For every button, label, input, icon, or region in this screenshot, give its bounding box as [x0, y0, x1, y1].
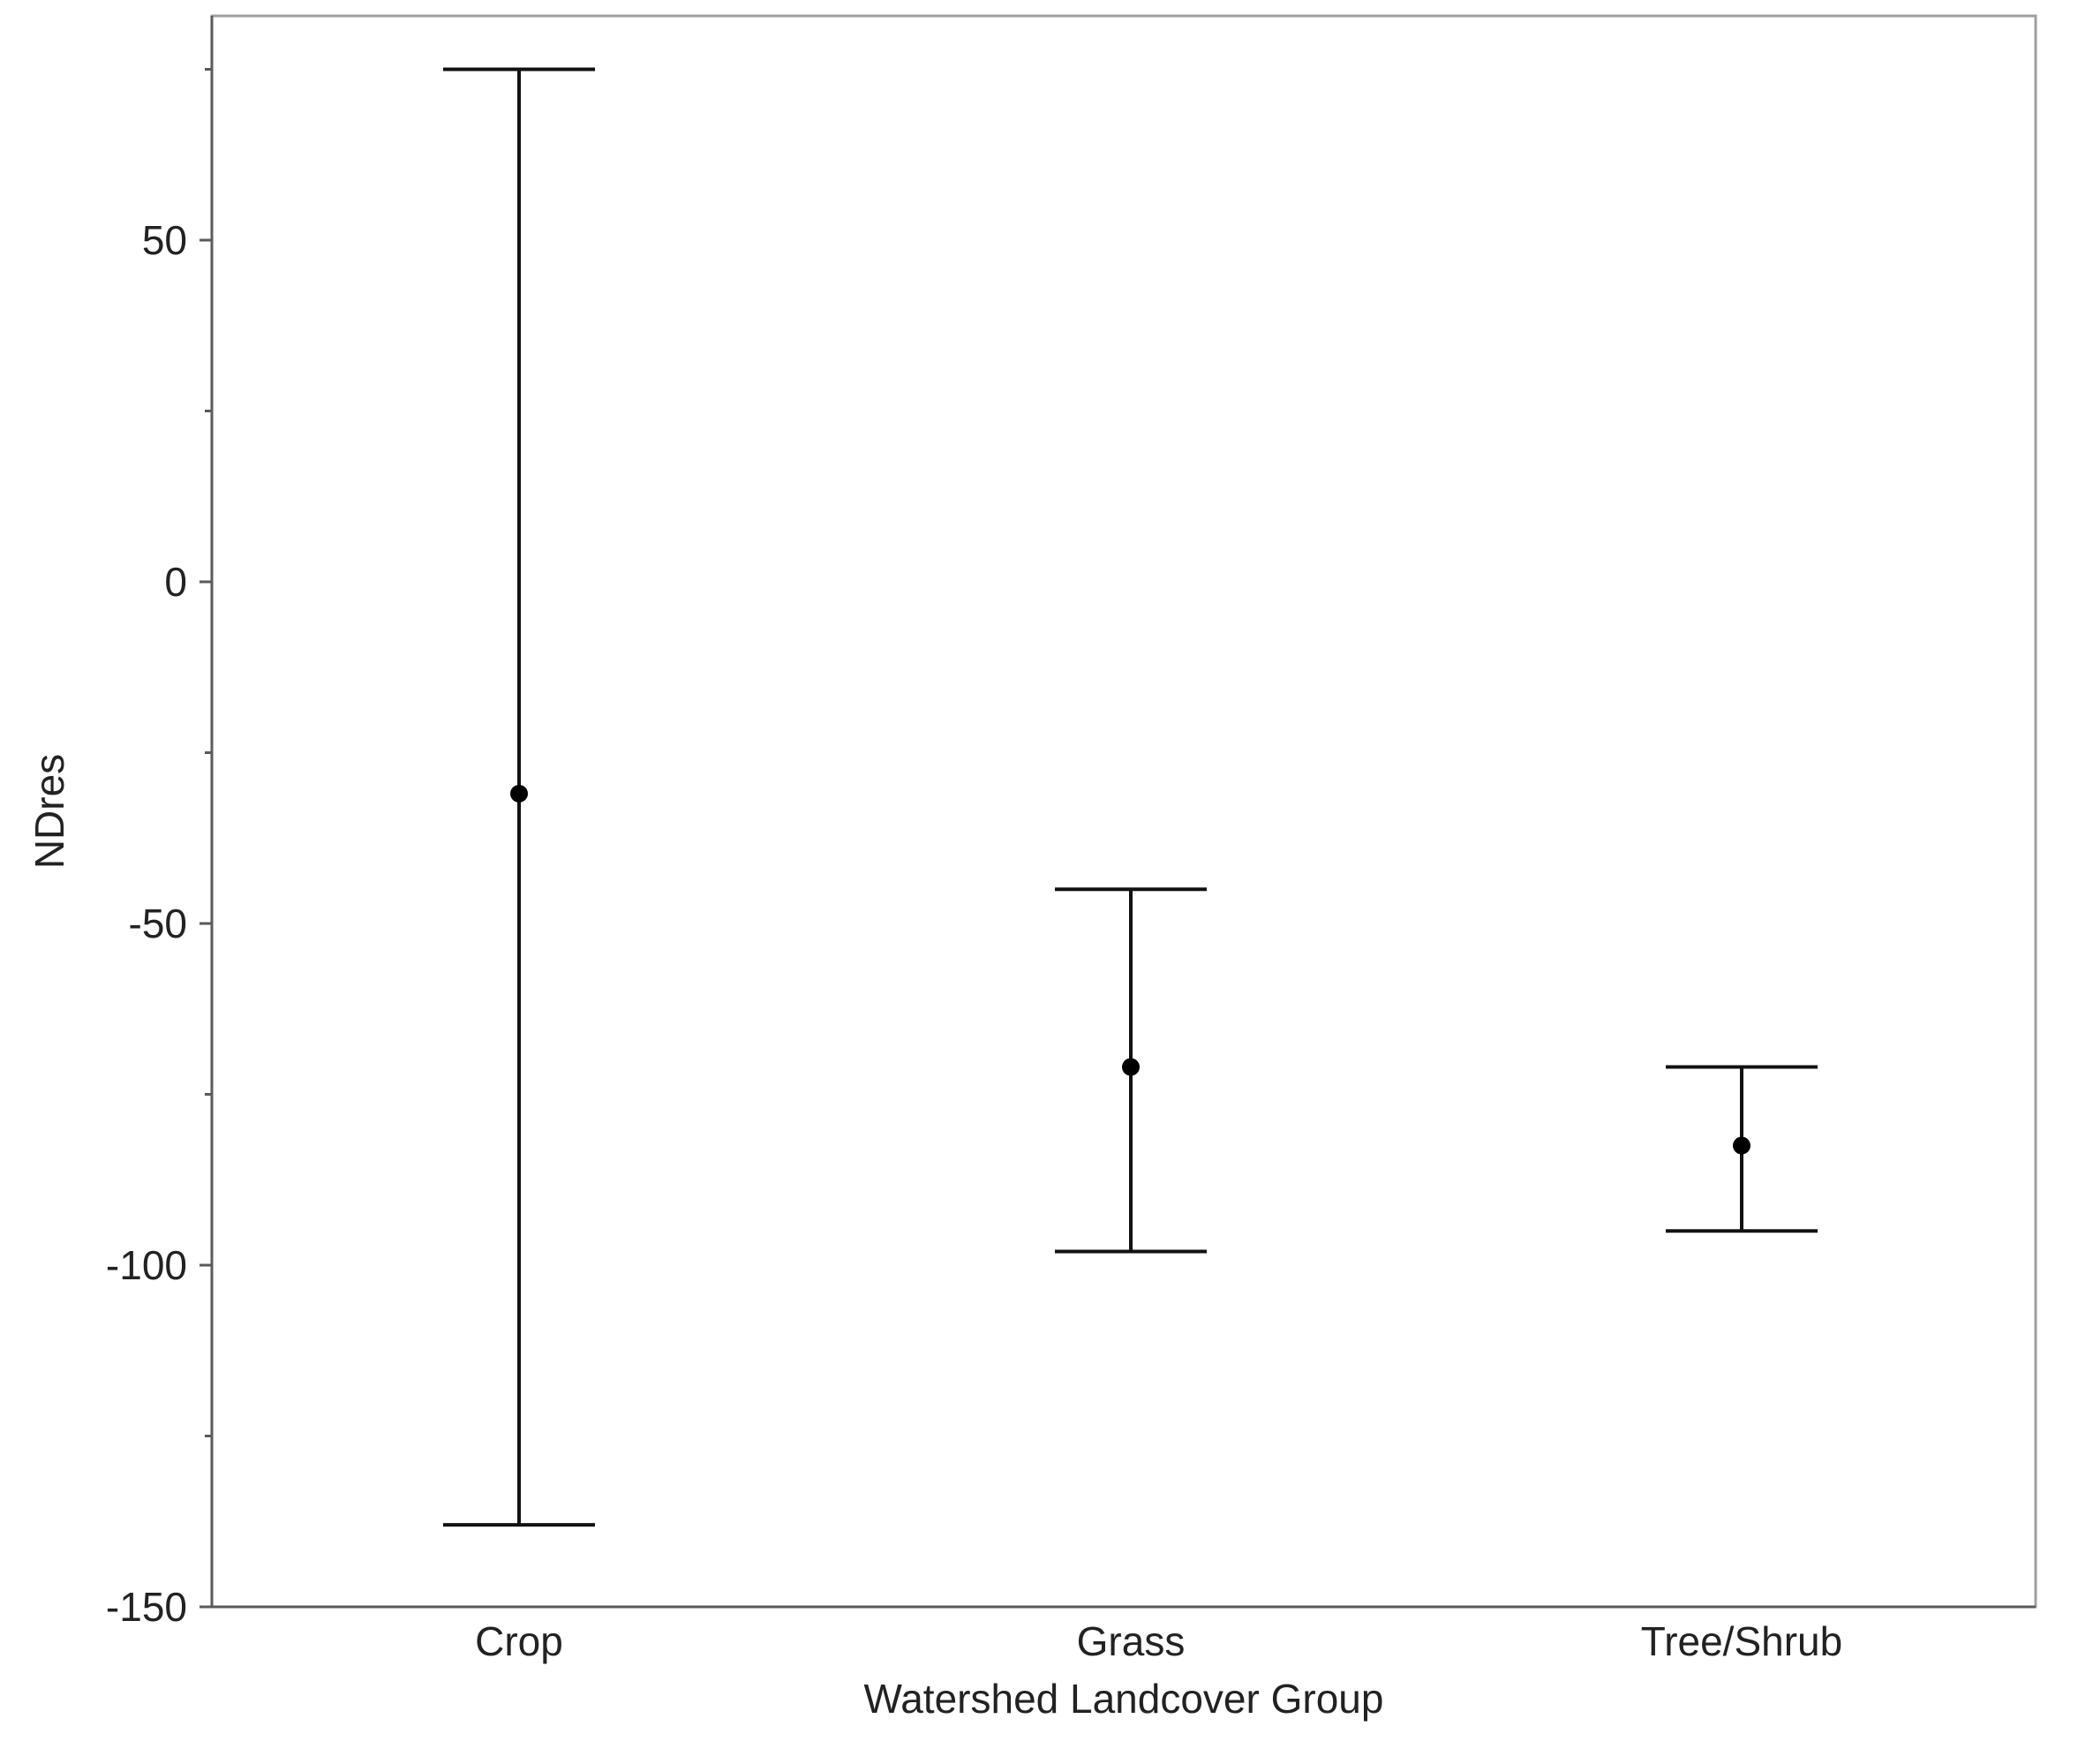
x-tick-label-tree-shrub: Tree/Shrub — [1641, 1618, 1842, 1664]
mean-point-crop — [510, 784, 528, 803]
x-axis-title: Watershed Landcover Group — [864, 1676, 1384, 1722]
y-tick-label: -50 — [129, 901, 187, 946]
x-axis-ticks: Crop Grass Tree/Shrub — [475, 1618, 1842, 1664]
y-tick-label: -100 — [106, 1242, 187, 1288]
y-tick-label: 50 — [142, 217, 187, 263]
mean-point-grass — [1122, 1058, 1140, 1076]
y-tick-label: -150 — [106, 1584, 187, 1630]
y-tick-label: 0 — [164, 559, 187, 605]
x-tick-label-grass: Grass — [1077, 1618, 1186, 1664]
y-axis-title: NDres — [26, 754, 72, 869]
plot-area — [210, 14, 2037, 1609]
mean-point-tree-shrub — [1733, 1136, 1750, 1155]
y-axis-ticks: 50 0 -50 -100 -150 — [106, 68, 212, 1630]
error-bar-series — [443, 67, 1818, 1527]
x-tick-label-crop: Crop — [475, 1618, 563, 1664]
